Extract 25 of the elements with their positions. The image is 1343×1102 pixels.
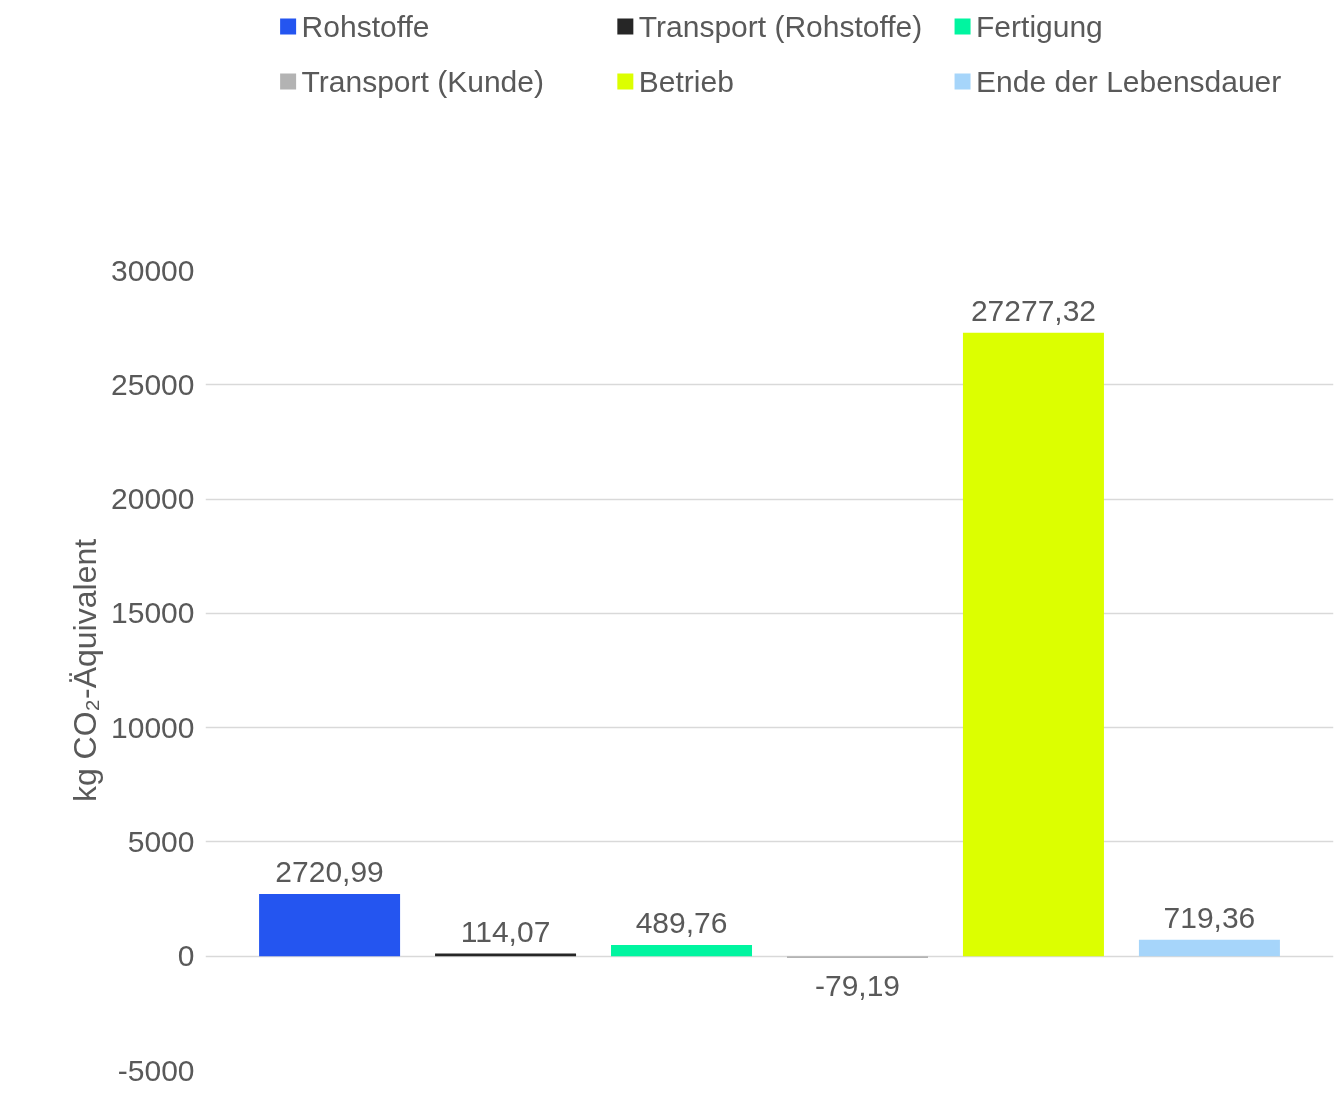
y-tick-label: 5000 [127, 824, 195, 858]
legend-label: Transport (Kunde) [301, 65, 544, 98]
data-label: 27277,32 [970, 293, 1097, 327]
y-tick-label: 0 [177, 939, 195, 973]
y-tick-label: 20000 [111, 482, 195, 516]
bar [1138, 939, 1280, 957]
y-tick-label: 15000 [111, 596, 195, 630]
y-tick-label: 25000 [111, 367, 195, 401]
data-label: 2720,99 [275, 855, 384, 889]
bar [962, 332, 1104, 957]
legend-label: Betrieb [638, 65, 734, 98]
data-label: -79,19 [814, 969, 901, 1003]
y-tick-label: 30000 [111, 253, 195, 287]
legend-label: Rohstoffe [301, 10, 430, 43]
legend-label: Ende der Lebensdauer [976, 65, 1282, 98]
y-axis-title: kg CO₂-Äquivalent [67, 538, 104, 803]
y-tick-label: -5000 [117, 1053, 195, 1087]
legend-label: Fertigung [976, 10, 1103, 43]
data-label: 719,36 [1163, 900, 1256, 934]
data-label: 489,76 [635, 906, 728, 940]
bar [611, 945, 753, 957]
data-label: 114,07 [460, 914, 551, 948]
y-tick-label: 10000 [111, 710, 195, 744]
bar [259, 894, 401, 957]
legend-label: Transport (Rohstoffe) [638, 10, 923, 43]
